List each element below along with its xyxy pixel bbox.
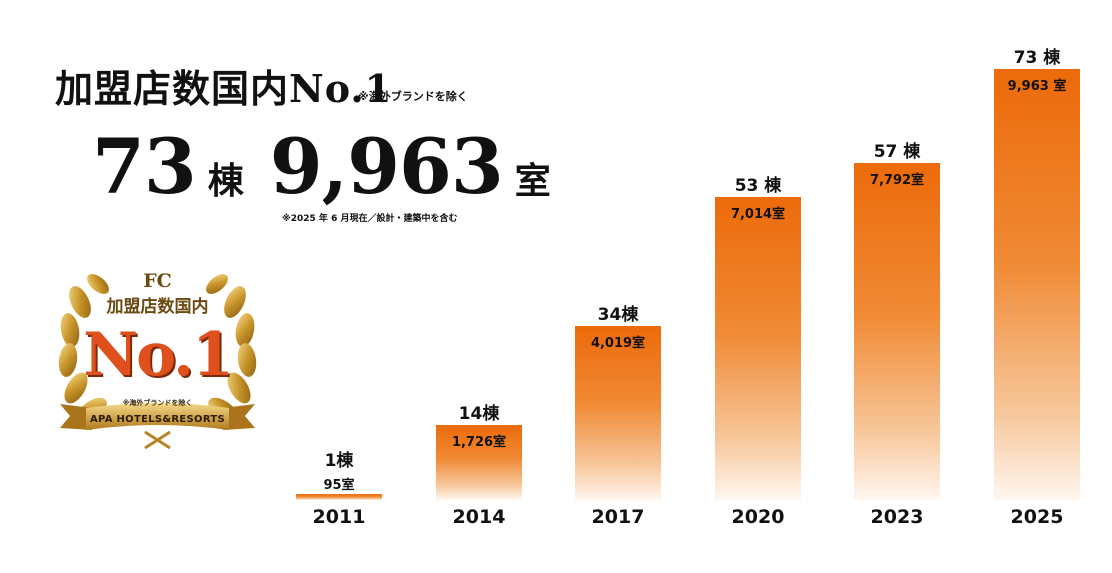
total-note: ※2025 年 6 月現在／設計・建築中を含む xyxy=(282,214,458,224)
award-badge: FC 加盟店数国内 No.1 ※海外ブランドを除く APA HOTELS&RES… xyxy=(50,262,265,452)
bar-2014 xyxy=(436,425,522,500)
badge-rank: No.1 xyxy=(83,320,233,390)
bar-buildings-label: 14棟 xyxy=(458,404,500,424)
badge-fc-label: FC xyxy=(143,270,172,292)
total-buildings-unit: 棟 xyxy=(207,160,244,202)
total-rooms-value: 9,963 xyxy=(269,122,504,211)
bar-rooms-label: 7,792室 xyxy=(869,173,925,188)
bar-buildings-label: 34棟 xyxy=(597,305,639,325)
bar-buildings-label: 57 棟 xyxy=(873,142,921,162)
bar-2023 xyxy=(854,163,940,500)
total-buildings-value: 73 xyxy=(92,122,197,211)
x-tick-label: 2020 xyxy=(731,506,785,528)
big-total: 73 棟 9,963 室 xyxy=(92,122,577,211)
bar-rooms-label: 95室 xyxy=(323,478,355,493)
x-tick-label: 2014 xyxy=(452,506,506,528)
x-tick-label: 2025 xyxy=(1010,506,1064,528)
laurel-wreath-icon xyxy=(58,274,257,450)
bar-2017 xyxy=(575,326,661,500)
bar-buildings-label: 1棟 xyxy=(324,451,354,471)
total-rooms-unit: 室 xyxy=(514,160,551,202)
bar-buildings-label: 53 棟 xyxy=(734,176,782,196)
badge-brand: APA HOTELS&RESORTS xyxy=(89,414,226,425)
bar-rooms-label: 1,726室 xyxy=(451,435,507,450)
bar-2025 xyxy=(994,69,1080,500)
badge-note: ※海外ブランドを除く xyxy=(122,399,193,407)
bar-buildings-label: 73 棟 xyxy=(1013,48,1061,68)
bar-rooms-label: 7,014室 xyxy=(730,207,786,222)
badge-title: 加盟店数国内 xyxy=(106,297,209,317)
headline-note: ※海外ブランドを除く xyxy=(358,90,468,103)
headline: 加盟店数国内No.1 xyxy=(55,66,393,111)
x-tick-label: 2017 xyxy=(591,506,645,528)
bar-rooms-label: 9,963 室 xyxy=(1007,79,1067,94)
bar-rooms-label: 4,019室 xyxy=(590,336,646,351)
bar-2011 xyxy=(296,494,382,500)
x-tick-label: 2023 xyxy=(870,506,924,528)
bar-2020 xyxy=(715,197,801,500)
x-tick-label: 2011 xyxy=(312,506,366,528)
